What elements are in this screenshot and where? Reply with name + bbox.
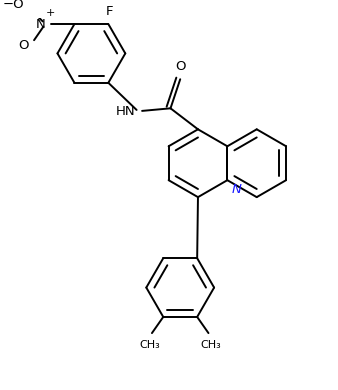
Text: O: O (19, 39, 29, 51)
Text: F: F (106, 5, 114, 18)
Text: CH₃: CH₃ (139, 340, 160, 349)
Text: CH₃: CH₃ (200, 340, 221, 349)
Text: HN: HN (115, 105, 135, 118)
Text: +: + (46, 7, 55, 18)
Text: −O: −O (3, 0, 24, 11)
Text: O: O (175, 60, 186, 73)
Text: N: N (35, 18, 45, 30)
Text: N: N (231, 183, 241, 196)
